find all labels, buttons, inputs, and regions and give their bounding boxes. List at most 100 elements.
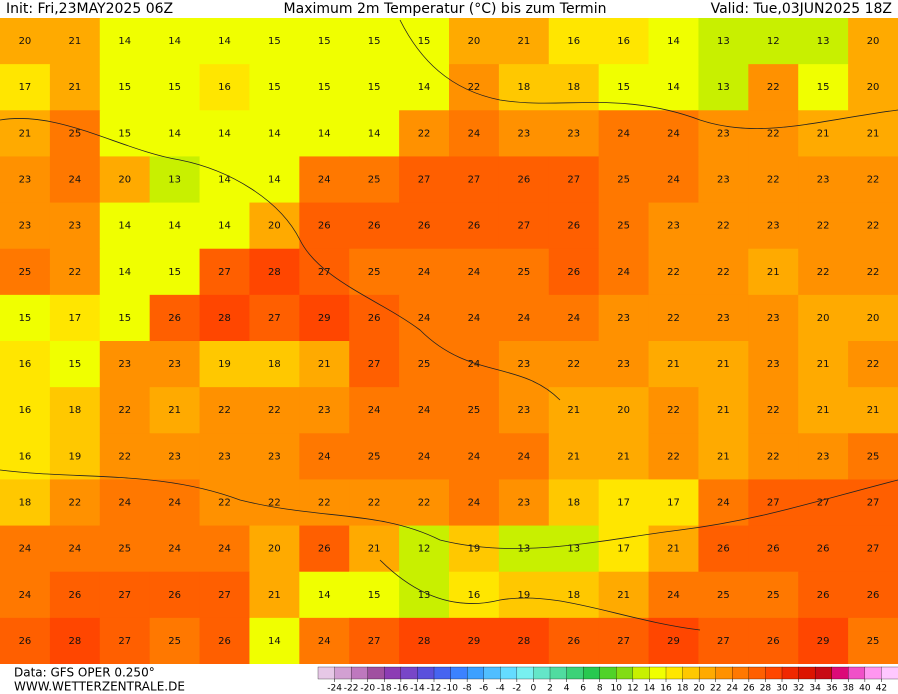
temperature-value: 14 [268, 175, 281, 186]
temperature-cell [598, 248, 650, 296]
legend-tick-label: 24 [727, 684, 739, 694]
temperature-cell [399, 248, 450, 296]
temperature-cell [449, 294, 500, 342]
legend-tick-label: -8 [463, 684, 472, 694]
temperature-value: 27 [268, 313, 281, 324]
temperature-value: 25 [767, 590, 780, 601]
temperature-cell [99, 156, 151, 204]
temperature-cell [99, 202, 151, 250]
temperature-cell [449, 617, 500, 665]
temperature-value: 22 [468, 82, 481, 93]
temperature-cell [199, 248, 250, 296]
temperature-value: 22 [667, 313, 680, 324]
temperature-cell [848, 479, 898, 527]
temperature-cell [798, 387, 849, 434]
temperature-value: 23 [19, 175, 32, 186]
temperature-value: 24 [218, 544, 231, 555]
legend-swatch [632, 666, 650, 680]
temperature-cell [598, 202, 650, 250]
temperature-value: 21 [667, 359, 680, 370]
temperature-cell [349, 156, 400, 204]
temperature-value: 23 [517, 128, 530, 139]
temperature-cell [299, 617, 350, 665]
temperature-cell [99, 294, 151, 342]
temperature-cell [598, 294, 650, 342]
temperature-cell [199, 525, 250, 573]
temperature-value: 14 [218, 221, 231, 232]
temperature-cell [149, 571, 201, 619]
legend-swatch [831, 666, 849, 680]
temperature-cell [698, 110, 749, 157]
temperature-value: 26 [767, 636, 780, 647]
temperature-cell [748, 525, 799, 573]
temperature-cell [149, 387, 201, 434]
temperature-value: 19 [68, 451, 81, 462]
temperature-cell [648, 64, 699, 111]
temperature-value: 13 [567, 544, 580, 555]
temperature-value: 21 [318, 359, 331, 370]
temperature-cell [349, 571, 400, 619]
temperature-cell [0, 156, 51, 204]
temperature-value: 23 [517, 359, 530, 370]
temperature-cell [748, 433, 799, 480]
legend-tick-label: 0 [531, 684, 537, 694]
temperature-value: 22 [717, 221, 730, 232]
temperature-value: 26 [817, 590, 830, 601]
temperature-cell [449, 433, 500, 480]
temperature-cell [698, 294, 749, 342]
temperature-value: 24 [567, 313, 580, 324]
temperature-value: 14 [168, 221, 181, 232]
temperature-value: 24 [418, 313, 431, 324]
temperature-value: 17 [617, 498, 630, 509]
temperature-cell [299, 248, 350, 296]
temperature-cell [748, 64, 799, 111]
temperature-cell [99, 571, 151, 619]
temperature-value: 14 [118, 36, 131, 47]
temperature-cell [199, 617, 250, 665]
color-legend: -24 -22 -20 -18 -16 -14 -12 -10 -8 -6 -4 -2 0 2 4 6 8 10 1… [317, 666, 898, 694]
temperature-cell [149, 525, 201, 573]
temperature-cell [748, 110, 799, 157]
temperature-value: 23 [767, 313, 780, 324]
temperature-value: 24 [168, 544, 181, 555]
legend-swatch [500, 666, 518, 680]
temperature-cell [698, 202, 749, 250]
temperature-cell [49, 433, 101, 480]
temperature-cell [99, 617, 151, 665]
temperature-cell [399, 433, 450, 480]
temperature-cell [648, 202, 699, 250]
temperature-cell [748, 248, 799, 296]
legend-swatch [748, 666, 766, 680]
temperature-value: 22 [667, 451, 680, 462]
temperature-value: 25 [867, 451, 880, 462]
temperature-value: 14 [218, 175, 231, 186]
legend-swatch [881, 666, 898, 680]
temperature-value: 25 [168, 636, 181, 647]
temperature-value: 27 [867, 498, 880, 509]
legend-tick-label: -18 [377, 684, 392, 694]
temperature-cell [748, 341, 799, 388]
temperature-cell [249, 110, 300, 157]
temperature-cell [349, 387, 400, 434]
temperature-cell [449, 64, 500, 111]
legend-tick-label: 6 [580, 684, 586, 694]
temperature-cell [0, 479, 51, 527]
temperature-cell [49, 202, 101, 250]
temperature-cell [399, 387, 450, 434]
legend-swatch [516, 666, 534, 680]
legend-swatch [765, 666, 783, 680]
temperature-value: 16 [19, 405, 32, 416]
temperature-value: 13 [168, 175, 181, 186]
legend-tick-label: 4 [564, 684, 570, 694]
temperature-cell [498, 341, 550, 388]
temperature-cell [0, 202, 51, 250]
temperature-value: 24 [318, 636, 331, 647]
temperature-cell [798, 248, 849, 296]
temperature-value: 20 [867, 36, 880, 47]
temperature-value: 28 [218, 313, 231, 324]
temperature-cell [199, 110, 250, 157]
temperature-value: 25 [617, 175, 630, 186]
temperature-value: 14 [218, 128, 231, 139]
temperature-cell [748, 294, 799, 342]
temperature-cell [249, 479, 300, 527]
